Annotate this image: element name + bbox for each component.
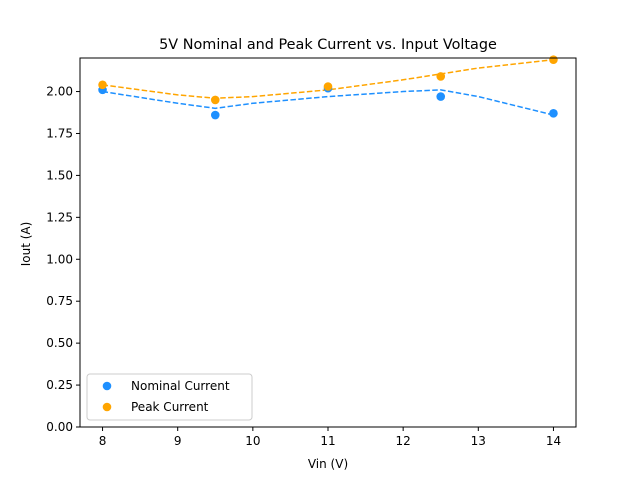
x-tick-label: 12: [396, 434, 411, 448]
x-tick-label: 8: [99, 434, 107, 448]
legend-label-peak: Peak Current: [131, 400, 209, 414]
y-tick-label: 0.75: [46, 294, 73, 308]
y-axis-label: Iout (A): [19, 222, 33, 267]
trend-line-nominal: [102, 89, 554, 116]
legend-label-nominal: Nominal Current: [131, 379, 230, 393]
y-tick-label: 1.25: [46, 210, 73, 224]
data-point-peak-0: [98, 80, 107, 90]
y-tick-label: 1.75: [46, 126, 73, 140]
legend-box: [86, 373, 253, 421]
data-point-peak-4: [549, 55, 558, 64]
legend-marker-peak: [102, 402, 112, 412]
plot-layer: [98, 55, 558, 120]
y-tick-label: 0.25: [46, 378, 73, 392]
data-point-nominal-3: [436, 92, 446, 101]
y-tick-label: 0.00: [46, 420, 73, 434]
trend-line-peak: [102, 58, 554, 100]
chart-title: 5V Nominal and Peak Current vs. Input Vo…: [159, 37, 497, 53]
data-point-nominal-4: [549, 109, 558, 118]
x-tick-label: 14: [546, 434, 561, 448]
x-tick-label: 11: [320, 434, 335, 448]
y-tick-label: 1.00: [46, 252, 73, 266]
data-point-peak-2: [323, 82, 333, 91]
x-tick-label: 9: [174, 434, 182, 448]
y-tick-label: 1.50: [46, 168, 73, 182]
x-axis-label: Vin (V): [308, 457, 348, 471]
data-point-peak-1: [210, 95, 220, 105]
x-tick-label: 13: [471, 434, 486, 448]
x-tick-label: 10: [245, 434, 260, 448]
data-point-nominal-1: [210, 110, 220, 120]
y-tick-label: 0.50: [46, 336, 73, 350]
axes-layer: 8 9 10 11 12 13 14 0.00 0.25 0.50 0.75 1.00 1.25 1.50…: [46, 57, 577, 448]
legend-marker-nominal: [102, 381, 112, 391]
data-point-peak-3: [436, 72, 446, 81]
y-tick-label: 2.00: [46, 85, 73, 99]
legend: Nominal Current Peak Current: [86, 373, 253, 421]
